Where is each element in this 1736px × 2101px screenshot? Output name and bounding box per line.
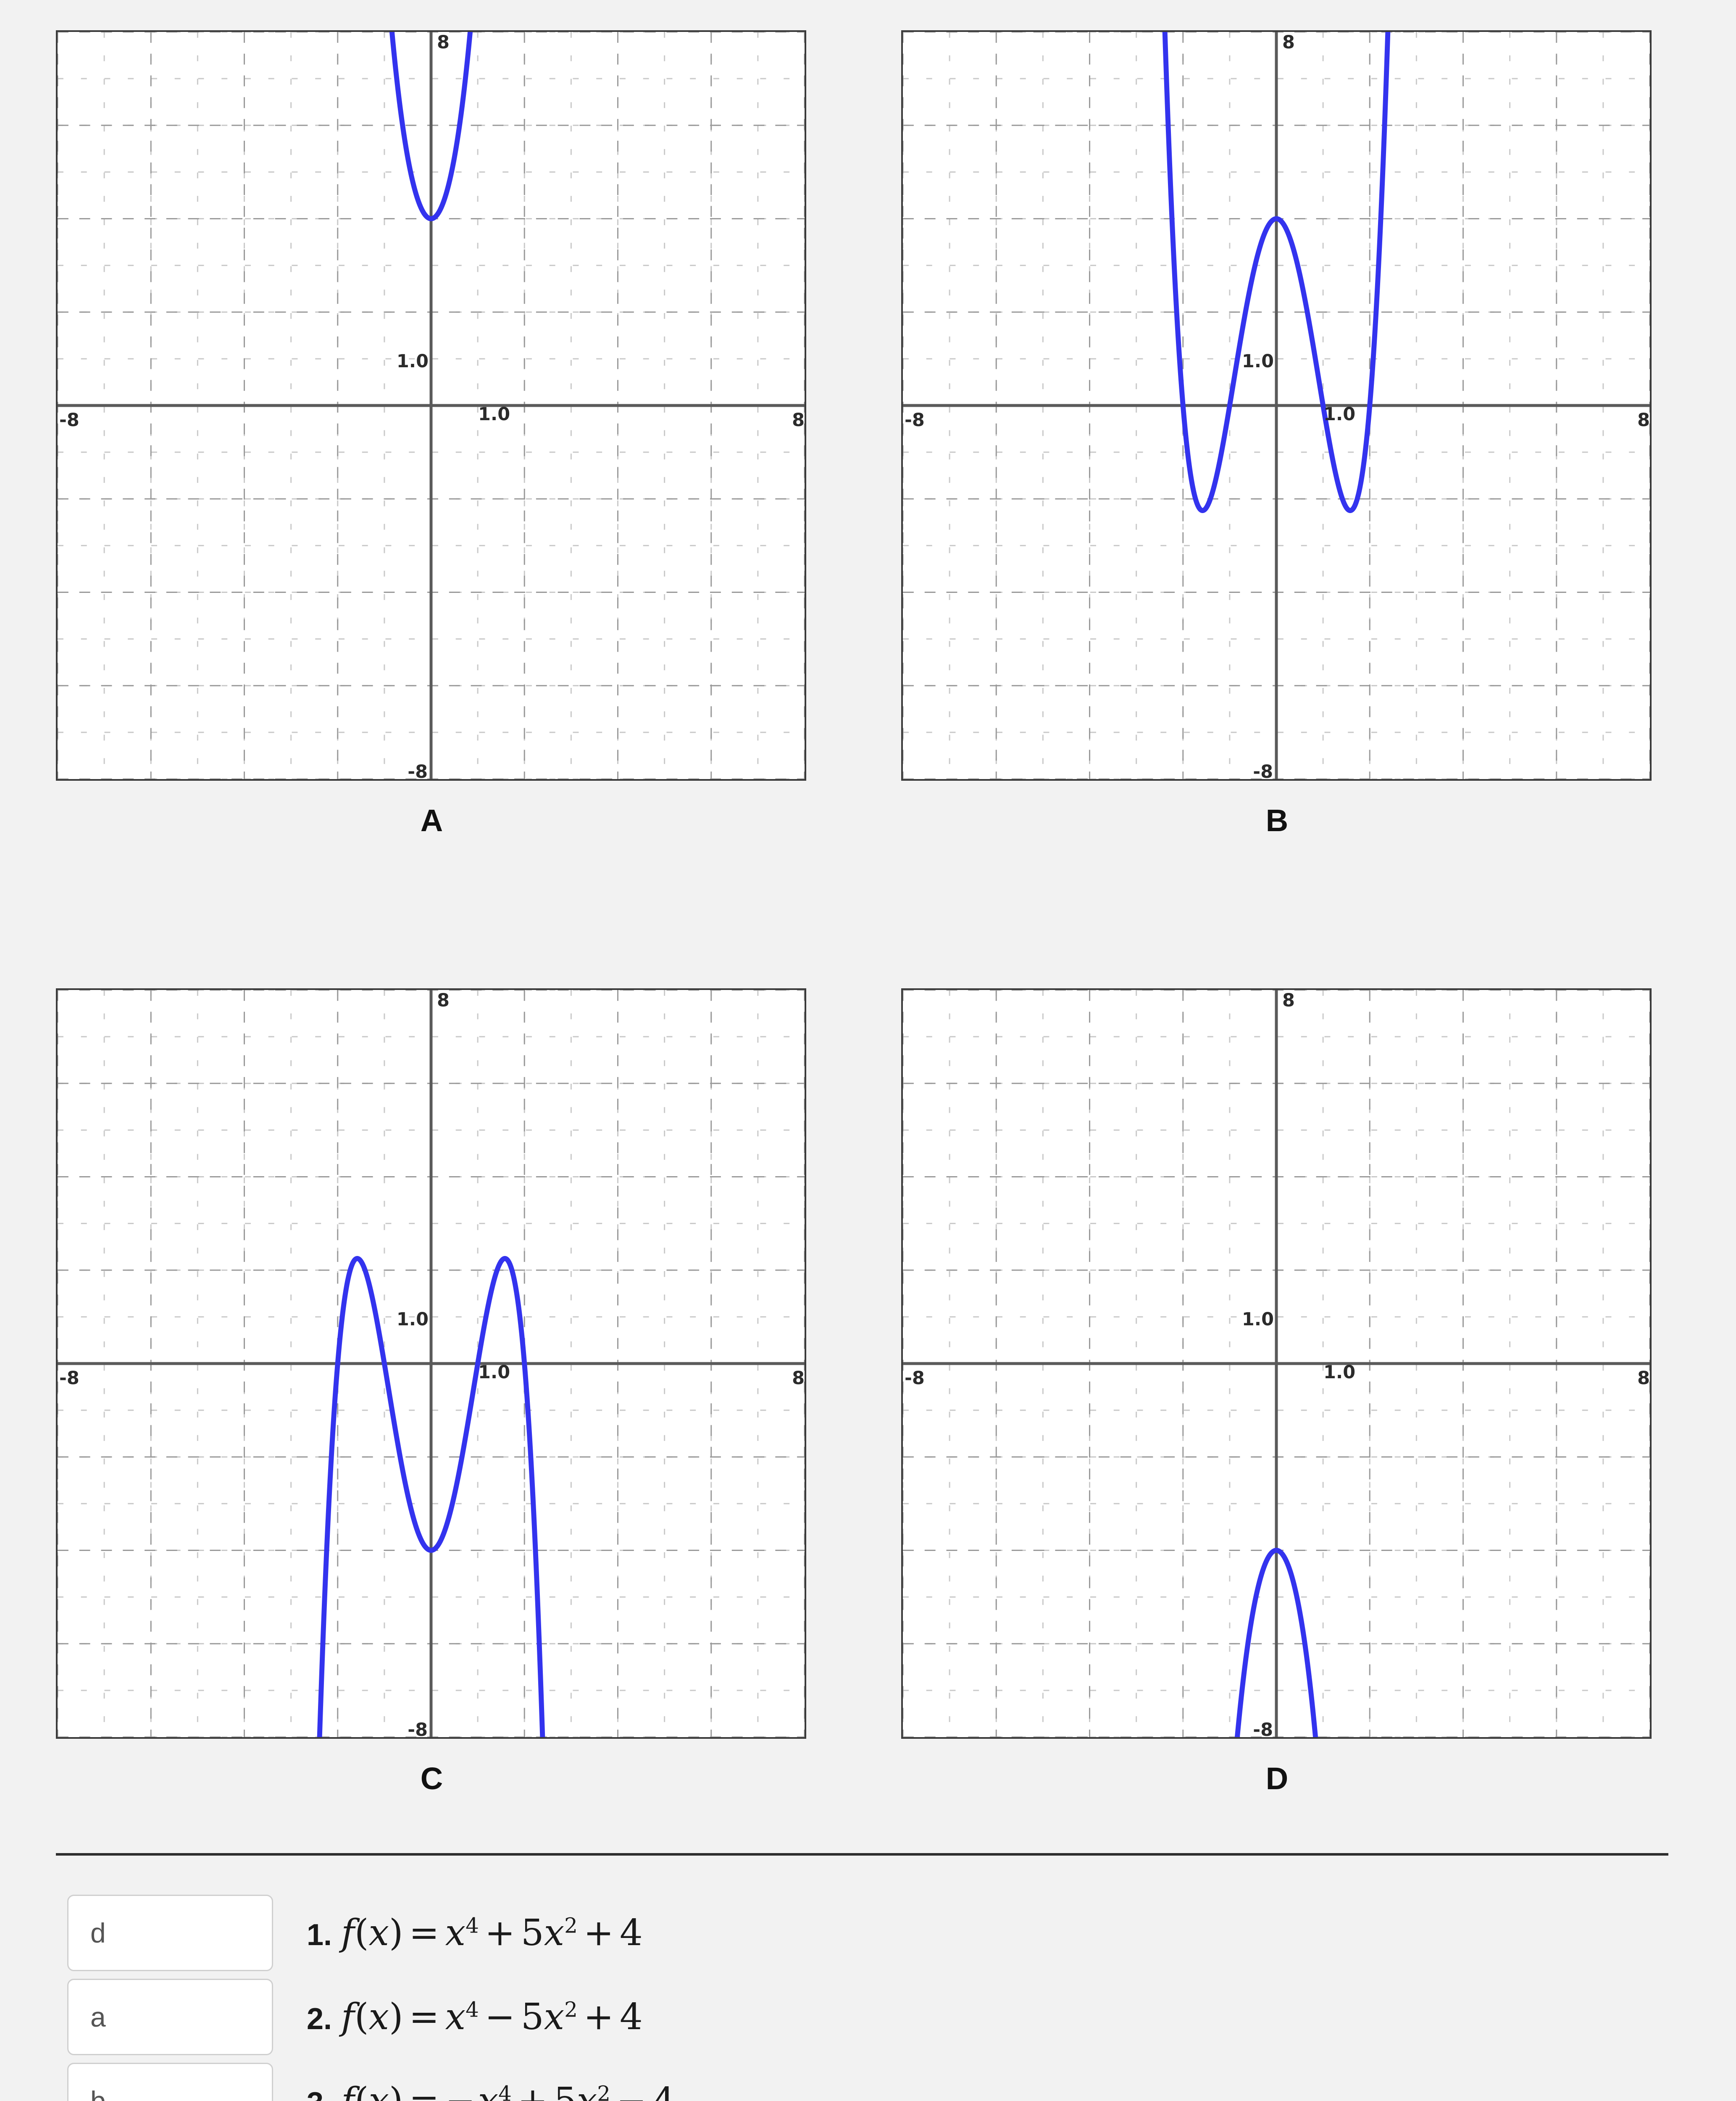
graph-panel-c: -8 8 8 -8 1.0 1.0 C (56, 988, 808, 1796)
x-axis-unit-tick-label: 1.0 (1323, 1362, 1356, 1383)
y-axis-unit-tick-label: 1.0 (1242, 1309, 1274, 1330)
y-axis-unit-tick-label: 1.0 (396, 351, 429, 372)
y-axis-min-label: -8 (408, 761, 428, 781)
graph-caption-c: C (420, 1761, 444, 1796)
formula-item: 2. f(x) = x4−5x2 +4 (307, 1996, 643, 2038)
plot-frame: -8 8 8 -8 1.0 1.0 (901, 988, 1652, 1739)
curve-path (1162, 32, 1391, 513)
y-axis-max-label: 8 (1282, 32, 1295, 53)
y-axis-max-label: 8 (1282, 990, 1295, 1011)
answer-input-1[interactable]: d (67, 1895, 273, 1971)
x-axis-max-label: 8 (792, 410, 805, 431)
plot-canvas (58, 32, 805, 779)
formula-item: 1. f(x) = x4 +5x2 +4 (307, 1912, 643, 1954)
x-axis-unit-tick-label: 1.0 (478, 1362, 510, 1383)
curve-path (1234, 1548, 1318, 1737)
graph-caption-d: D (1265, 1761, 1289, 1796)
y-axis-max-label: 8 (437, 990, 450, 1011)
answer-row: b 3. f(x)=−x4+5x2−4 (0, 2059, 1736, 2101)
plot-frame: -8 8 8 -8 1.0 1.0 (901, 30, 1652, 781)
graph-panel-grid: -8 8 8 -8 1.0 1.0 A -8 8 8 -8 1.0 1.0 B -8 8 8 -8 1.0 1.0 C -… (56, 30, 1653, 1796)
formula-index: 2. (307, 2002, 332, 2036)
answer-row: d 1. f(x) = x4 +5x2 +4 (0, 1891, 1736, 1975)
x-axis-max-label: 8 (1637, 410, 1650, 431)
x-axis-max-label: 8 (1637, 1368, 1650, 1389)
plot-frame: -8 8 8 -8 1.0 1.0 (56, 30, 806, 781)
plot-frame: -8 8 8 -8 1.0 1.0 (56, 988, 806, 1739)
x-axis-min-label: -8 (905, 1368, 925, 1389)
formula-expression: f(x) = x4−5x2 +4 (341, 1996, 643, 2038)
formula-index: 3. (307, 2086, 332, 2101)
curve-path (317, 1256, 545, 1737)
y-axis-min-label: -8 (1253, 761, 1273, 781)
x-axis-unit-tick-label: 1.0 (1323, 404, 1356, 425)
plot-canvas (903, 990, 1650, 1737)
graph-caption-a: A (420, 803, 444, 838)
curve-path (389, 32, 473, 221)
x-axis-unit-tick-label: 1.0 (478, 404, 510, 425)
answer-input-3[interactable]: b (67, 2063, 273, 2101)
answer-list: d 1. f(x)=x4+5x2+4 a 2. f(x)=x4−5x2+4 b 3. f(x)=… (0, 1891, 1736, 2101)
answer-input-2[interactable]: a (67, 1979, 273, 2055)
x-axis-max-label: 8 (792, 1368, 805, 1389)
formula-index: 1. (307, 1918, 332, 1952)
x-axis-min-label: -8 (59, 410, 79, 431)
y-axis-min-label: -8 (408, 1719, 428, 1739)
formula-item: 3. f(x)=−x4+5x2−4 (307, 2080, 676, 2101)
graph-caption-b: B (1265, 803, 1289, 838)
y-axis-unit-tick-label: 1.0 (1242, 351, 1274, 372)
formula-expression: f(x) = x4 +5x2 +4 (341, 1912, 643, 1954)
x-axis-min-label: -8 (905, 410, 925, 431)
graph-panel-a: -8 8 8 -8 1.0 1.0 A (56, 30, 808, 838)
plot-canvas (58, 990, 805, 1737)
y-axis-unit-tick-label: 1.0 (396, 1309, 429, 1330)
graph-panel-d: -8 8 8 -8 1.0 1.0 D (901, 988, 1653, 1796)
section-divider (56, 1853, 1668, 1856)
y-axis-min-label: -8 (1253, 1719, 1273, 1739)
y-axis-max-label: 8 (437, 32, 450, 53)
x-axis-min-label: -8 (59, 1368, 79, 1389)
graph-panel-b: -8 8 8 -8 1.0 1.0 B (901, 30, 1653, 838)
answer-row: a 2. f(x) = x4−5x2 +4 (0, 1975, 1736, 2059)
plot-canvas (903, 32, 1650, 779)
formula-expression: f(x) = −x4 +5x2−4 (341, 2080, 676, 2101)
